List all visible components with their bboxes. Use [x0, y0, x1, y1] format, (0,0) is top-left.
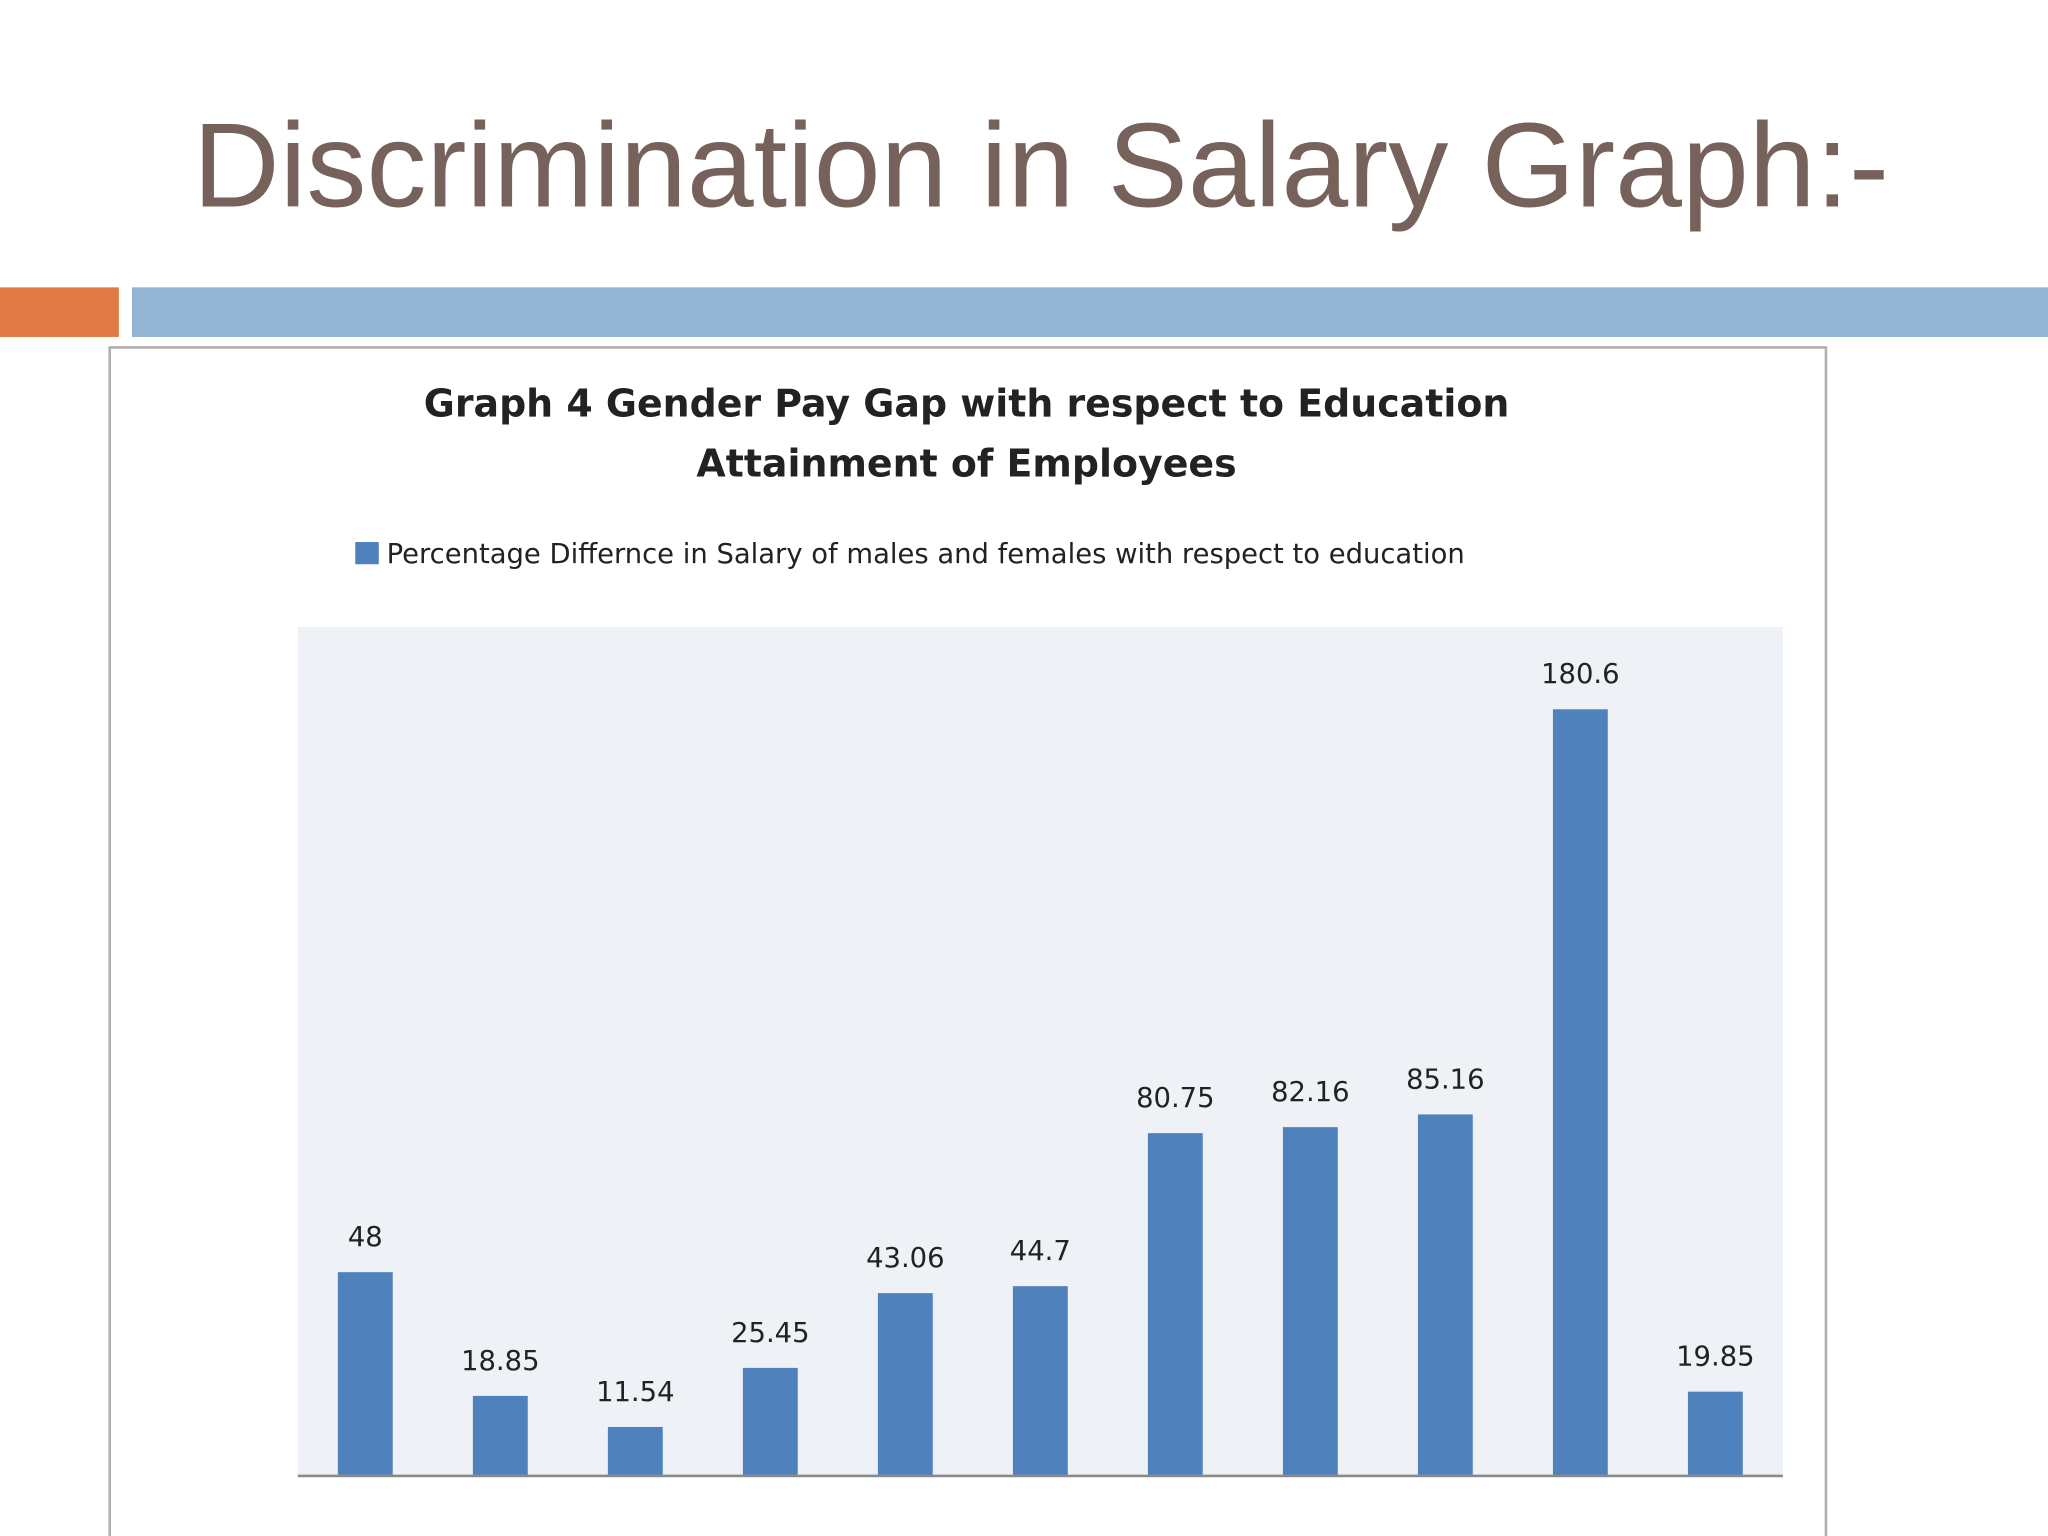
value-label: 180.6 — [1541, 659, 1619, 690]
value-label: 44.7 — [1010, 1236, 1071, 1267]
chart-title-box: Graph 4 Gender Pay Gap with respect to E… — [423, 381, 1510, 486]
value-label: 11.54 — [596, 1377, 674, 1408]
legend-label: Percentage Differnce in Salary of males … — [387, 539, 1465, 570]
bar — [472, 1395, 528, 1476]
header-bar — [131, 287, 2048, 337]
value-label: 85.16 — [1406, 1064, 1484, 1095]
bar — [1282, 1127, 1338, 1476]
legend-swatch — [355, 542, 379, 565]
bar — [607, 1426, 663, 1476]
bar — [877, 1293, 933, 1476]
value-label: 82.16 — [1271, 1077, 1349, 1108]
value-label: 80.75 — [1136, 1083, 1214, 1114]
bar — [742, 1367, 798, 1476]
value-label: 25.45 — [731, 1318, 809, 1349]
accent-bar — [0, 287, 119, 337]
value-label: 48 — [348, 1222, 383, 1253]
slide-title: Discrimination in Salary Graph:- — [193, 98, 1889, 232]
bar — [337, 1272, 393, 1476]
bar — [1417, 1114, 1473, 1476]
bar — [1687, 1391, 1743, 1476]
bar — [1147, 1133, 1203, 1476]
bar — [1012, 1286, 1068, 1476]
bar — [1552, 709, 1608, 1476]
value-label: 18.85 — [461, 1346, 539, 1377]
value-label: 43.06 — [866, 1243, 944, 1274]
value-label: 19.85 — [1676, 1342, 1754, 1373]
chart-title: Graph 4 Gender Pay Gap with respect to E… — [423, 381, 1510, 486]
